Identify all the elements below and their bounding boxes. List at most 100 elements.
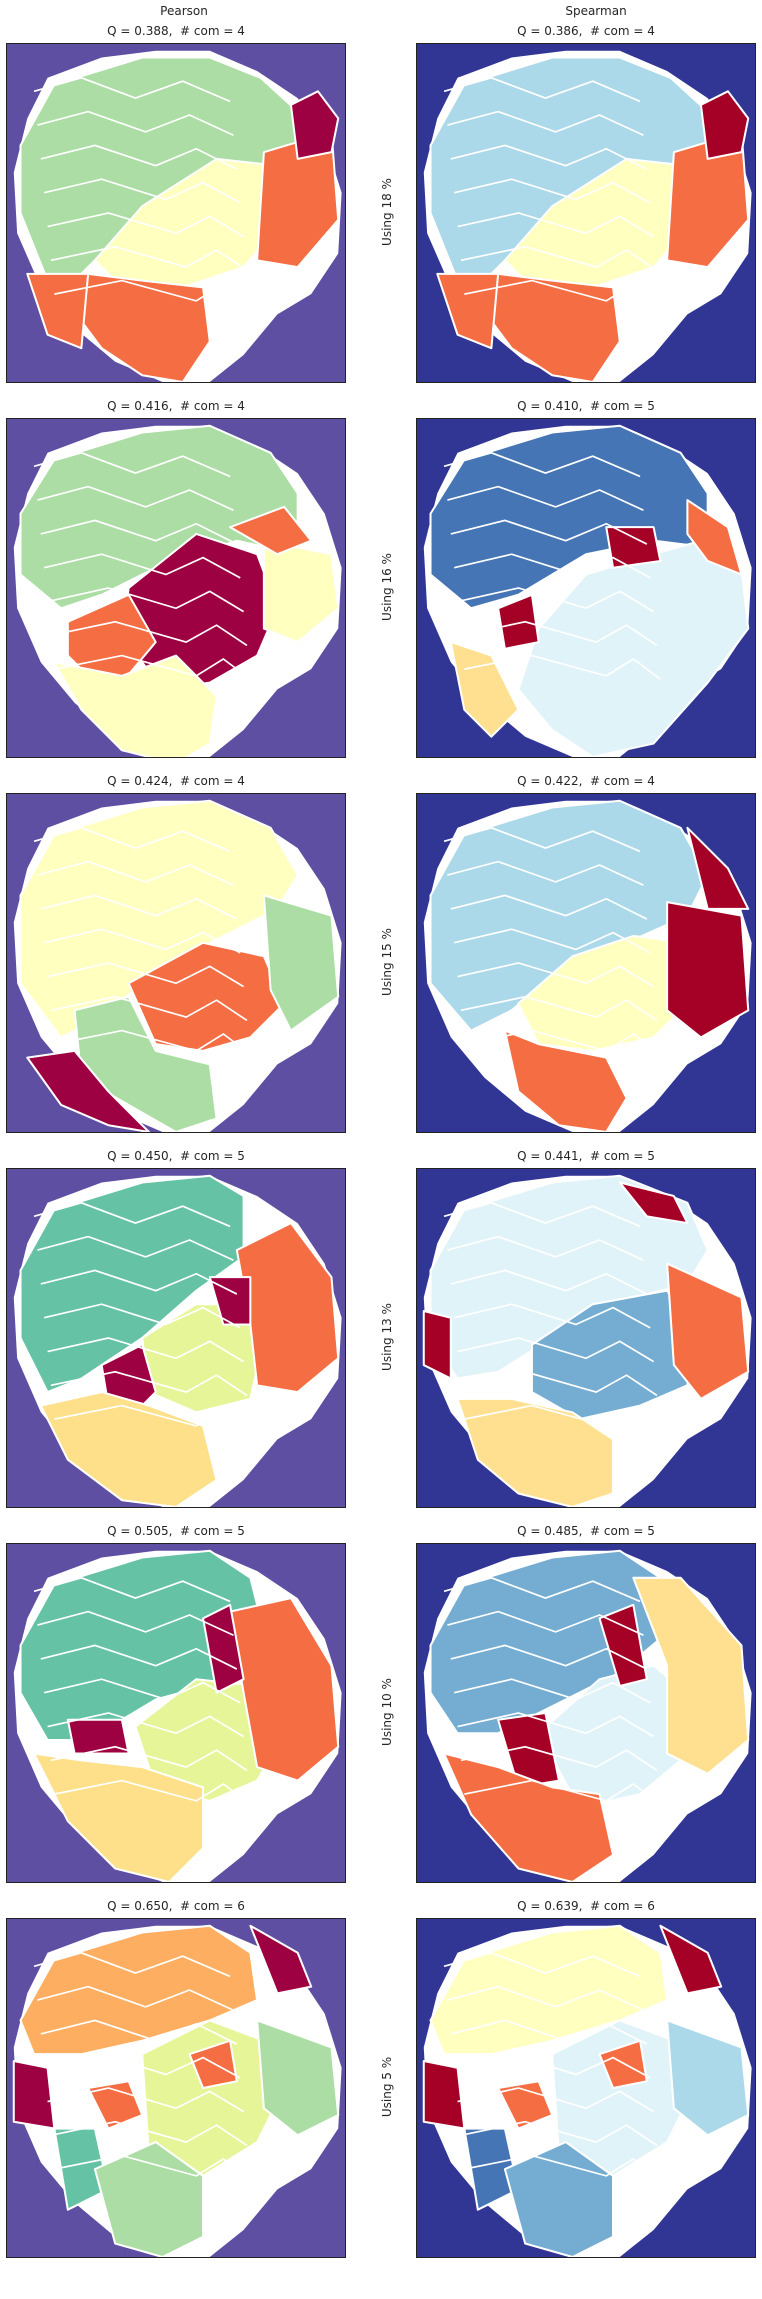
parcel-boundary [33,826,231,853]
pearson-panel [6,793,346,1133]
pearson-panel-map [7,1919,345,2257]
parcel-boundary [37,860,234,887]
community-region [229,1597,340,1782]
parcel-boundary [443,1201,641,1228]
row-label-threshold: Using 10 % [380,1678,394,1746]
parcel-boundary [450,2019,648,2045]
row-label-threshold: Using 5 % [380,2056,394,2118]
parcel-boundary [447,860,644,887]
community-region [262,539,340,644]
community-region [208,1276,252,1326]
parcel-boundary [50,995,248,1022]
parcel-boundary [40,1644,238,1670]
spearman-panel-title: Q = 0.639, # com = 6 [517,1899,655,1913]
community-region [289,90,340,160]
community-region [26,272,90,350]
spearman-panel-title: Q = 0.422, # com = 4 [517,774,655,788]
parcel-boundary [447,1235,644,1262]
parcel-boundary [47,1337,245,1363]
spearman-panel-map [417,419,755,757]
spearman-panel-title: Q = 0.410, # com = 5 [517,399,655,413]
spearman-panel [416,418,756,758]
parcel-boundary [443,826,641,853]
parcel-boundary [450,519,648,545]
community-region [666,901,750,1039]
parcel-boundary [37,1985,234,2012]
parcel-boundary [54,1404,251,1430]
parcel-boundary [460,2120,658,2147]
community-region [249,1924,313,1995]
pearson-panel-map [7,44,345,382]
community-region [26,1049,150,1132]
parcel-boundary [43,2053,241,2079]
parcel-boundary [43,928,241,954]
spearman-panel [416,1918,756,2258]
pearson-panel [6,418,346,758]
parcel-boundary [43,1303,241,1329]
community-region [19,1174,245,1394]
column-header-pearson: Pearson [160,4,208,18]
community-region [436,272,500,350]
community-region [497,593,540,650]
community-region [659,1924,723,1995]
row-label-threshold: Using 16 % [380,553,394,621]
row-label-threshold: Using 18 % [380,178,394,246]
parcel-boundary [460,1370,658,1397]
community-region [19,799,299,1039]
community-region [605,526,662,569]
spearman-panel [416,793,756,1133]
parcel-boundary [40,1269,238,1295]
parcel-boundary [464,1404,661,1430]
community-region [127,941,286,1052]
parcel-boundary [50,620,248,647]
community-region [39,1391,218,1507]
parcel-boundary [43,553,241,579]
parcel-boundary [43,178,241,204]
pearson-panel-map [7,419,345,757]
community-region [443,1752,615,1882]
community-region [666,1262,750,1400]
row-label-threshold: Using 13 % [380,1303,394,1371]
community-region [235,1222,340,1394]
community-region [456,1397,615,1507]
parcel-boundary [464,1779,661,1805]
parcel-boundary [47,587,245,613]
community-region [87,2080,144,2130]
parcel-boundary [54,2154,251,2180]
parcel-boundary [447,485,644,512]
community-region [618,1181,689,1225]
parcel-boundary [460,995,658,1022]
community-region [686,499,743,576]
parcel-boundary [40,144,238,170]
pearson-panel-title: Q = 0.424, # com = 4 [107,774,245,788]
parcel-boundary [47,1712,245,1738]
spearman-panel [416,1168,756,1508]
parcel-boundary [54,279,251,305]
community-region [12,2059,56,2130]
parcel-boundary [457,1337,655,1363]
parcel-boundary [464,279,661,305]
parcel-boundary [447,110,644,137]
spearman-panel-map [417,1544,755,1882]
pearson-panel-title: Q = 0.505, # com = 5 [107,1524,245,1538]
parcel-boundary [453,1678,651,1704]
parcel-boundary [447,1985,644,2012]
parcel-boundary [50,1370,248,1397]
community-region [422,1309,452,1380]
pearson-panel-map [7,1544,345,1882]
spearman-panel-map [417,44,755,382]
spearman-panel-map [417,1919,755,2257]
parcel-boundary [33,1576,231,1603]
spearman-panel-title: Q = 0.485, # com = 5 [517,1524,655,1538]
community-region [699,90,750,160]
parcel-boundary [450,144,648,170]
spearman-panel-map [417,1169,755,1507]
community-region [666,2019,750,2137]
parcel-boundary [54,1779,251,1805]
parcel-boundary [37,1235,234,1262]
pearson-panel [6,1918,346,2258]
community-region [33,1752,205,1882]
parcel-boundary [40,2019,238,2045]
parcel-boundary [443,76,641,103]
pearson-panel [6,43,346,383]
